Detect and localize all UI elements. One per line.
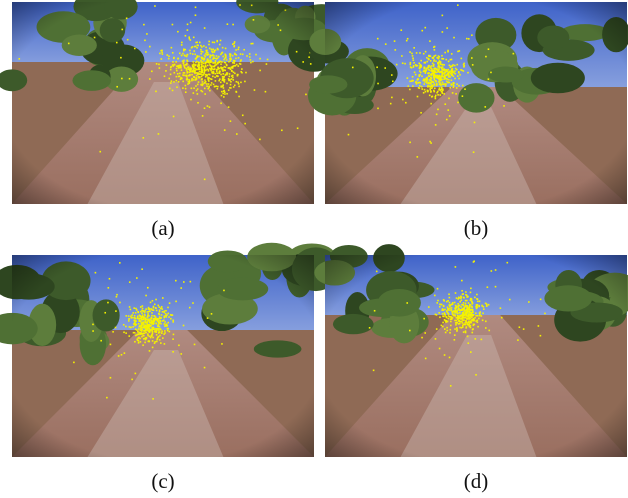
caption: (a) (12, 216, 314, 241)
photo (0, 0, 343, 204)
photo (0, 243, 340, 457)
caption: (b) (325, 216, 627, 241)
vignette (12, 255, 314, 457)
photo (308, 2, 628, 204)
figure: (a) (b) (c) (d) (0, 0, 628, 498)
vignette (325, 2, 627, 204)
photos (0, 0, 628, 498)
caption: (d) (325, 469, 627, 494)
caption: (c) (12, 469, 314, 494)
photo (314, 244, 628, 457)
vignette (325, 255, 627, 457)
vignette (12, 2, 314, 204)
